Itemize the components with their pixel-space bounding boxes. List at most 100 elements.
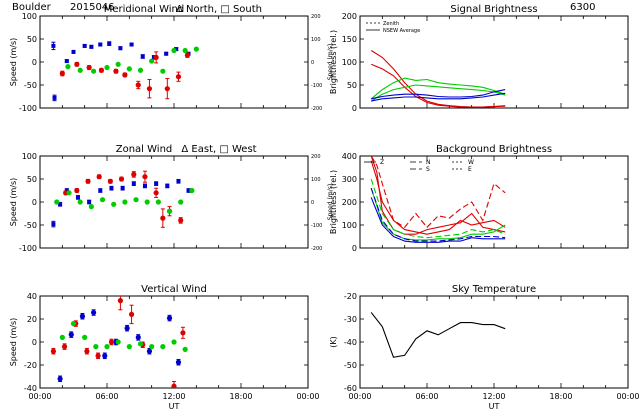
skytemp-panel: -20 -30 -40 -50 -60 (K) Sky Temperature 00:00 06… <box>329 284 640 411</box>
legend-label: S <box>426 166 430 173</box>
data-point <box>88 204 94 210</box>
data-point <box>122 199 128 205</box>
y-right-tick-label: -200 <box>311 106 322 112</box>
x-tick-label: 00:00 <box>348 392 371 401</box>
data-point <box>58 202 63 207</box>
x-tick-label: 06:00 <box>95 392 118 401</box>
data-point <box>89 44 94 49</box>
series-line-blue-5 <box>370 197 506 243</box>
data-point <box>65 64 71 70</box>
data-point <box>118 176 125 182</box>
data-point <box>86 64 92 71</box>
y-tick-label: 100 <box>342 221 357 230</box>
data-point <box>165 183 170 188</box>
data-point <box>189 187 195 194</box>
data-point <box>160 68 166 74</box>
data-point <box>135 334 141 340</box>
y-axis-label: Speed (m/s) <box>9 318 18 367</box>
y-tick-label: 50 <box>27 175 37 184</box>
data-point <box>51 222 56 227</box>
data-point <box>79 313 86 319</box>
panel-title: Zonal Wind <box>116 144 173 155</box>
series-line-blue-4 <box>371 89 506 100</box>
data-point <box>131 181 136 186</box>
y-tick-label: 0 <box>32 338 37 347</box>
data-point <box>166 208 173 214</box>
x-axis-label: UT <box>489 402 500 411</box>
data-point <box>61 344 68 350</box>
data-point <box>171 47 177 54</box>
data-point <box>135 82 141 88</box>
y-tick-label: 400 <box>342 152 357 161</box>
data-point <box>74 61 80 67</box>
legend-label: Z <box>380 159 384 166</box>
y-right-tick-label: 200 <box>311 154 321 160</box>
data-point <box>180 330 186 336</box>
data-point <box>108 339 115 345</box>
y-tick-label: 20 <box>27 315 37 324</box>
legend-label: Zenith <box>383 21 399 27</box>
y-tick-label: 100 <box>22 152 37 161</box>
data-point <box>109 186 114 191</box>
data-point <box>85 178 91 184</box>
data-point <box>124 325 130 331</box>
data-point <box>113 68 119 74</box>
site-label: Boulder <box>12 2 51 13</box>
data-point <box>57 376 63 382</box>
x-tick-label: 00:00 <box>616 392 639 401</box>
data-point <box>140 54 145 59</box>
y-tick-label: -60 <box>344 384 357 393</box>
y-right-tick-label: 0 <box>311 200 314 206</box>
series-line-red-0 <box>370 156 506 235</box>
data-point <box>182 346 188 352</box>
y-right-tick-label: -100 <box>311 83 322 89</box>
plot-frame <box>39 15 309 109</box>
data-point <box>142 183 147 188</box>
y-tick-label: -100 <box>19 104 37 113</box>
y-tick-label: 300 <box>342 175 357 184</box>
legend-label: NSEW Average <box>383 28 420 34</box>
data-point <box>99 197 106 203</box>
data-point <box>98 67 105 73</box>
plot-area <box>51 170 195 228</box>
plot-area <box>370 156 506 243</box>
data-point <box>68 332 74 338</box>
data-point <box>149 344 155 350</box>
data-point <box>66 190 72 196</box>
data-point <box>96 174 102 180</box>
y-tick-label: -20 <box>24 361 37 370</box>
y-tick-label: -30 <box>344 315 357 324</box>
data-point <box>71 49 76 54</box>
x-tick-label: 18:00 <box>229 392 252 401</box>
series-line-red-1 <box>370 156 506 229</box>
plot-frame <box>359 295 629 389</box>
data-point <box>154 181 159 186</box>
panel-marker-legend: Δ North, □ South <box>176 4 262 15</box>
data-point <box>104 64 110 71</box>
data-point <box>77 67 83 73</box>
data-point <box>64 59 69 64</box>
data-point <box>70 321 77 327</box>
data-point <box>117 298 123 304</box>
panel-title: Sky Temperature <box>452 284 536 295</box>
x-tick-label: 12:00 <box>482 392 505 401</box>
data-point <box>104 344 110 350</box>
data-point <box>164 86 170 92</box>
data-point <box>50 348 57 354</box>
y-right-tick-label: 0 <box>311 60 314 66</box>
y-tick-label: 200 <box>342 12 357 21</box>
x-axis-label: UT <box>169 402 180 411</box>
data-point <box>184 52 190 58</box>
data-point <box>153 190 159 196</box>
panel-title: Background Brightness <box>436 144 552 155</box>
y-right-tick-label: 100 <box>311 177 321 183</box>
data-point <box>51 43 56 48</box>
y-tick-label: -50 <box>24 221 37 230</box>
zonal-panel: 100 50 0 -50 -100 200 100 0 -100 -200 Speed (m/s) S… <box>9 144 334 253</box>
plot-area <box>51 41 199 102</box>
panel-title: Vertical Wind <box>141 284 207 295</box>
wavelength-label: 6300 <box>570 2 596 13</box>
data-point <box>128 311 135 317</box>
data-point <box>176 179 181 184</box>
